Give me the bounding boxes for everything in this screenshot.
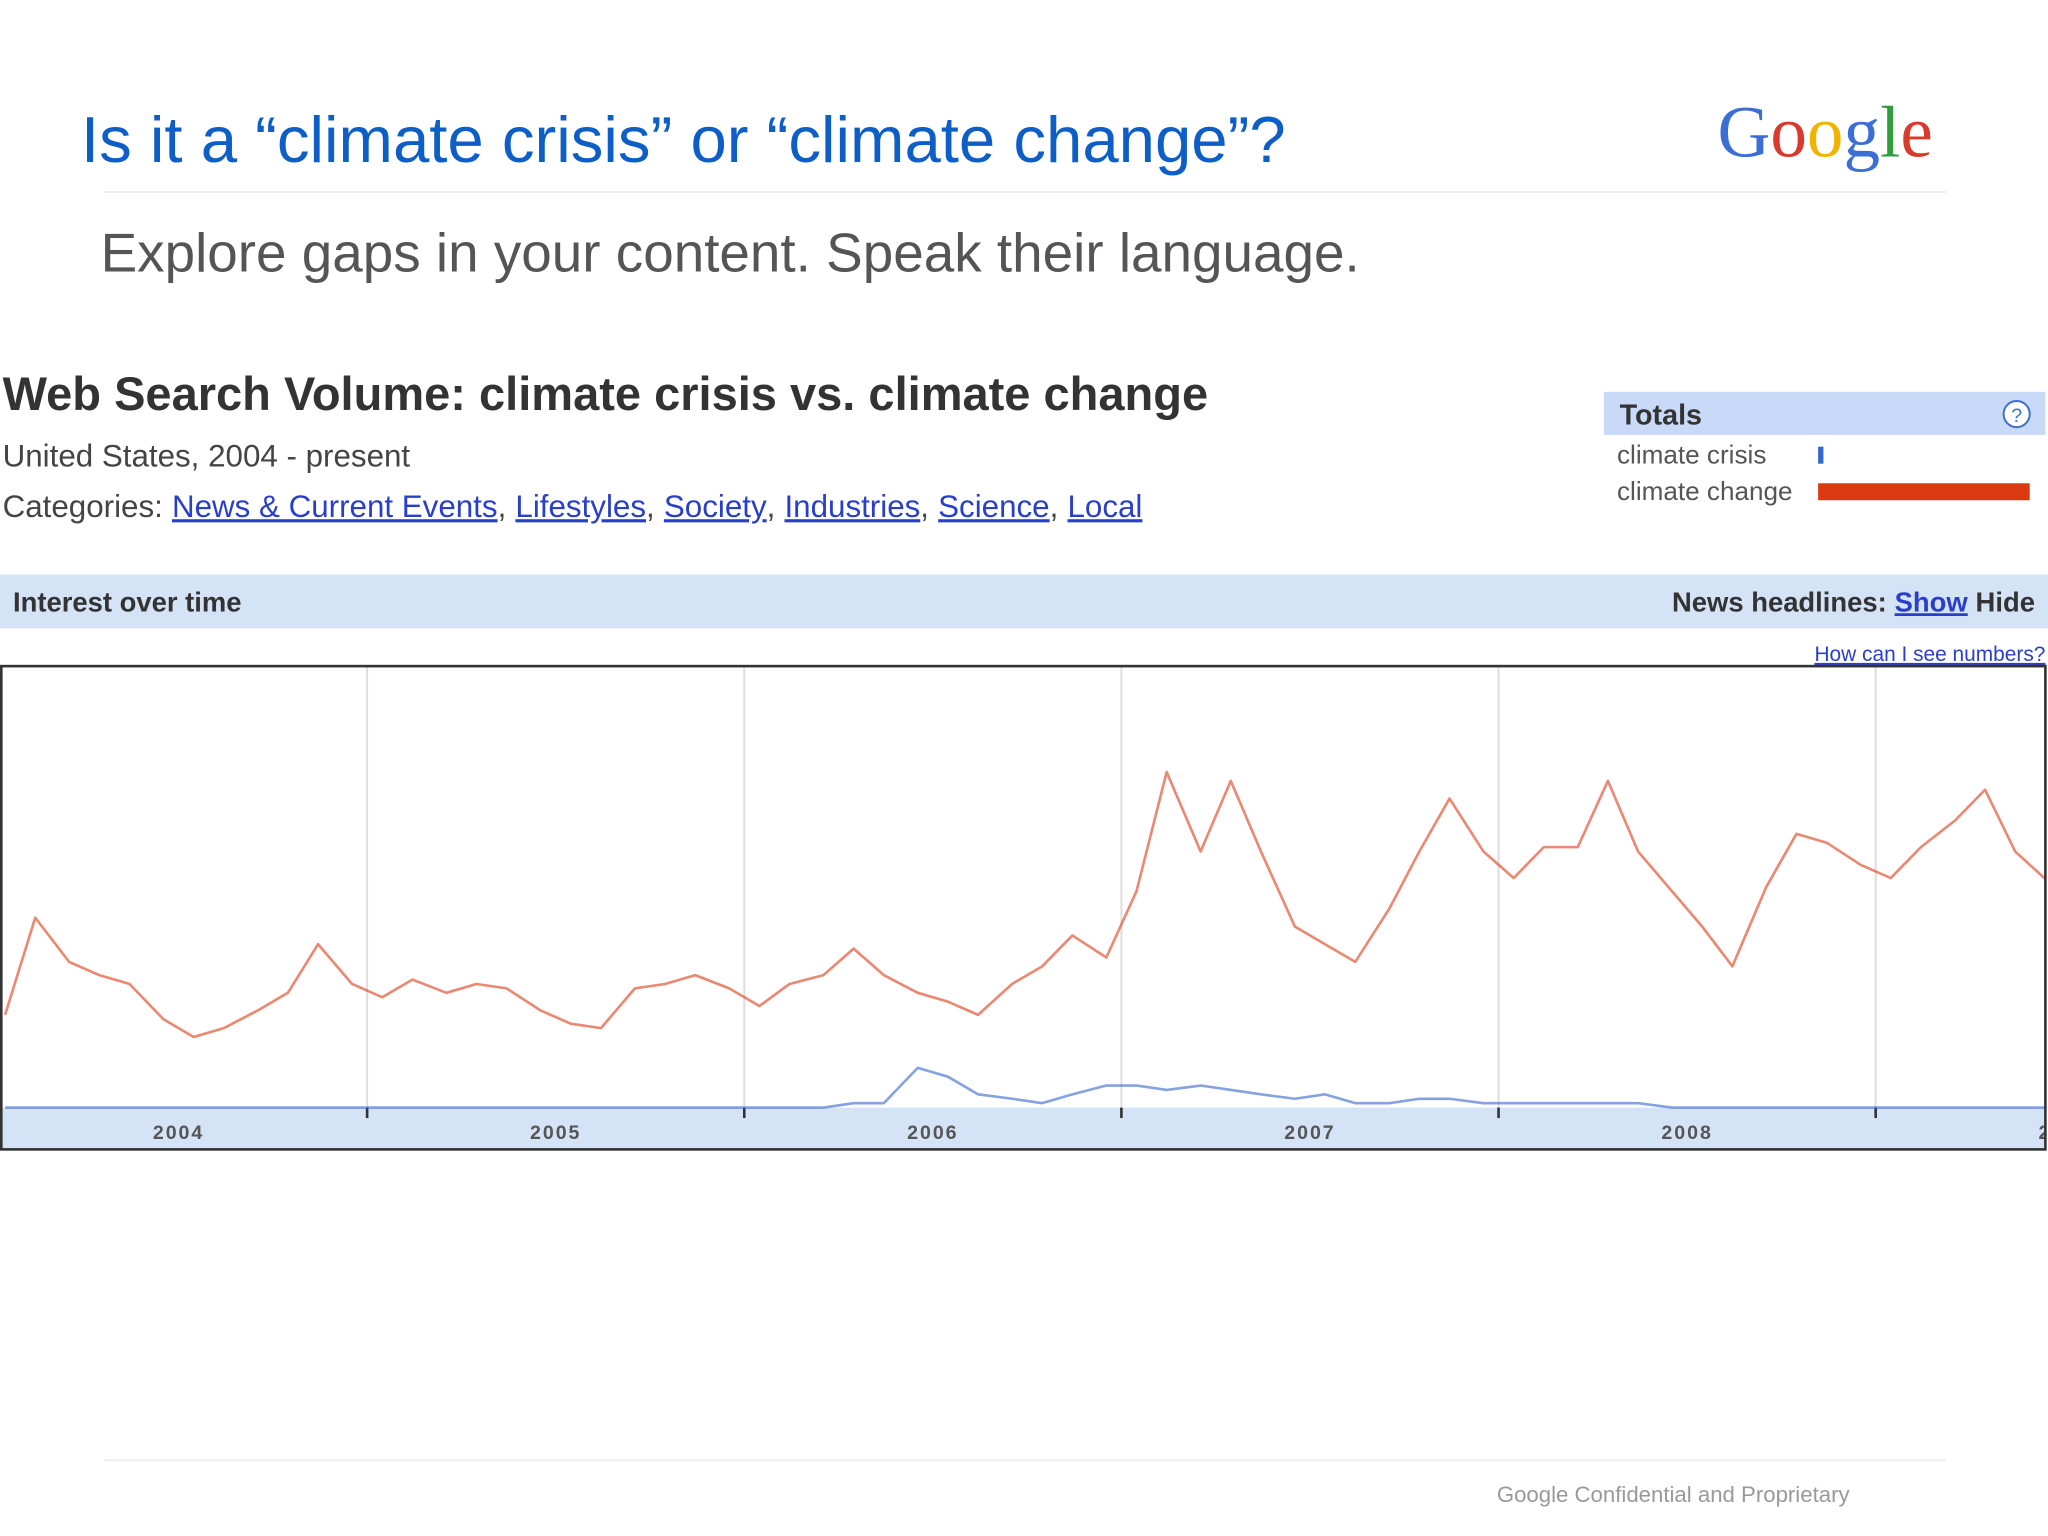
logo-letter: o [1770, 92, 1807, 173]
category-link[interactable]: Industries [784, 489, 920, 524]
x-tick-label: 2007 [1284, 1122, 1335, 1144]
plot: 2004 2005 2006 2007 2008 2009 [3, 666, 2048, 1144]
plot-frame [0, 664, 2047, 1151]
x-tick-label: 2006 [907, 1122, 958, 1144]
logo-letter: e [1900, 92, 1932, 173]
x-tick-label: 2008 [1661, 1122, 1712, 1144]
news-label: News headlines: [1672, 586, 1887, 617]
separator: , [767, 489, 776, 524]
categories-label: Categories: [3, 489, 163, 524]
numbers-link[interactable]: How can I see numbers? [1814, 643, 2045, 666]
separator: , [1050, 489, 1059, 524]
footer: Google Confidential and Proprietary [1497, 1482, 1851, 1507]
slide-title: Is it a “climate crisis” or “climate cha… [81, 103, 1286, 176]
slide-subtitle: Explore gaps in your content. Speak thei… [101, 222, 1360, 284]
chart-subtitle: United States, 2004 - present [3, 438, 411, 473]
totals-label: climate crisis [1617, 440, 1766, 470]
separator: , [920, 489, 929, 524]
logo-letter: l [1880, 92, 1900, 173]
category-link[interactable]: Local [1068, 489, 1143, 524]
category-link[interactable]: Society [664, 489, 767, 524]
totals-label: climate change [1617, 476, 1793, 506]
panel-title: Interest over time [13, 586, 241, 617]
help-icon-text[interactable]: ? [2011, 405, 2022, 427]
series-line [5, 1066, 2046, 1109]
x-tick-label: 2009 [2039, 1122, 2048, 1144]
news-show[interactable]: Show [1895, 586, 1969, 617]
chart-title: Web Search Volume: climate crisis vs. cl… [3, 367, 1209, 420]
separator: , [646, 489, 655, 524]
panel-header [0, 574, 2048, 629]
category-link[interactable]: Lifestyles [515, 489, 646, 524]
logo-letter: o [1807, 92, 1844, 173]
series-line [3, 770, 2046, 1039]
logo-letter: G [1718, 92, 1771, 173]
category-link[interactable]: News & Current Events [172, 489, 498, 524]
x-axis-band [1, 1107, 2046, 1150]
separator: , [498, 489, 507, 524]
logo-letter: g [1843, 92, 1880, 173]
logo: Google [1718, 92, 1933, 173]
news-hide[interactable]: Hide [1976, 586, 2035, 617]
categories: Categories: News & Current Events, Lifesty… [3, 489, 1143, 524]
help-icon[interactable] [2002, 400, 2031, 429]
totals-title: Totals [1620, 399, 1702, 431]
totals-bar [1818, 446, 1824, 464]
x-tick-label: 2004 [153, 1122, 204, 1144]
totals-header [1603, 391, 2046, 435]
x-tick-label: 2005 [530, 1122, 581, 1144]
totals-bar [1818, 483, 2030, 501]
category-link[interactable]: Science [938, 489, 1049, 524]
news-headlines: News headlines: Show Hide [1672, 586, 2035, 617]
